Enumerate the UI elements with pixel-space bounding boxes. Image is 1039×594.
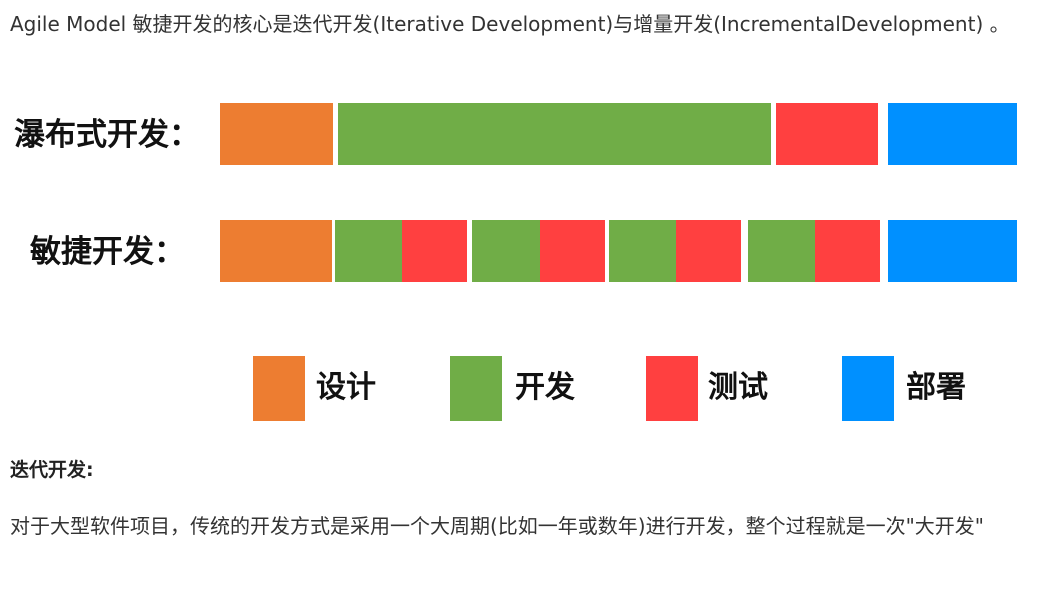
legend-deploy-swatch bbox=[842, 356, 894, 421]
agile-test-bar-1 bbox=[402, 220, 467, 282]
legend-design-swatch bbox=[253, 356, 305, 421]
agile-develop-bar-2 bbox=[472, 220, 540, 282]
agile-develop-bar-1 bbox=[335, 220, 402, 282]
legend-develop-label: 开发 bbox=[515, 370, 575, 405]
waterfall-test-bar bbox=[776, 103, 878, 165]
agile-deploy-bar bbox=[888, 220, 1017, 282]
agile-test-bar-3 bbox=[676, 220, 741, 282]
agile-row-label: 敏捷开发： bbox=[30, 234, 185, 270]
legend-test-label: 测试 bbox=[708, 370, 768, 405]
legend-design-label: 设计 bbox=[316, 370, 376, 405]
agile-test-bar-4 bbox=[815, 220, 880, 282]
section-body: 对于大型软件项目，传统的开发方式是采用一个大周期(比如一年或数年)进行开发，整个… bbox=[10, 514, 985, 538]
agile-design-bar bbox=[220, 220, 332, 282]
legend-develop-swatch bbox=[450, 356, 502, 421]
waterfall-row-label: 瀑布式开发： bbox=[14, 117, 200, 153]
legend-deploy-label: 部署 bbox=[906, 370, 966, 405]
intro-paragraph: Agile Model 敏捷开发的核心是迭代开发(Iterative Devel… bbox=[10, 12, 1010, 36]
legend-test-swatch bbox=[646, 356, 698, 421]
agile-test-bar-2 bbox=[540, 220, 605, 282]
waterfall-deploy-bar bbox=[888, 103, 1017, 165]
development-model-diagram: 瀑布式开发： 敏捷开发： 设计 开发 测试 部署 bbox=[14, 103, 1017, 421]
waterfall-design-bar bbox=[220, 103, 333, 165]
section-heading: 迭代开发: bbox=[10, 459, 94, 481]
waterfall-develop-bar bbox=[338, 103, 771, 165]
agile-develop-bar-4 bbox=[748, 220, 815, 282]
agile-develop-bar-3 bbox=[609, 220, 676, 282]
